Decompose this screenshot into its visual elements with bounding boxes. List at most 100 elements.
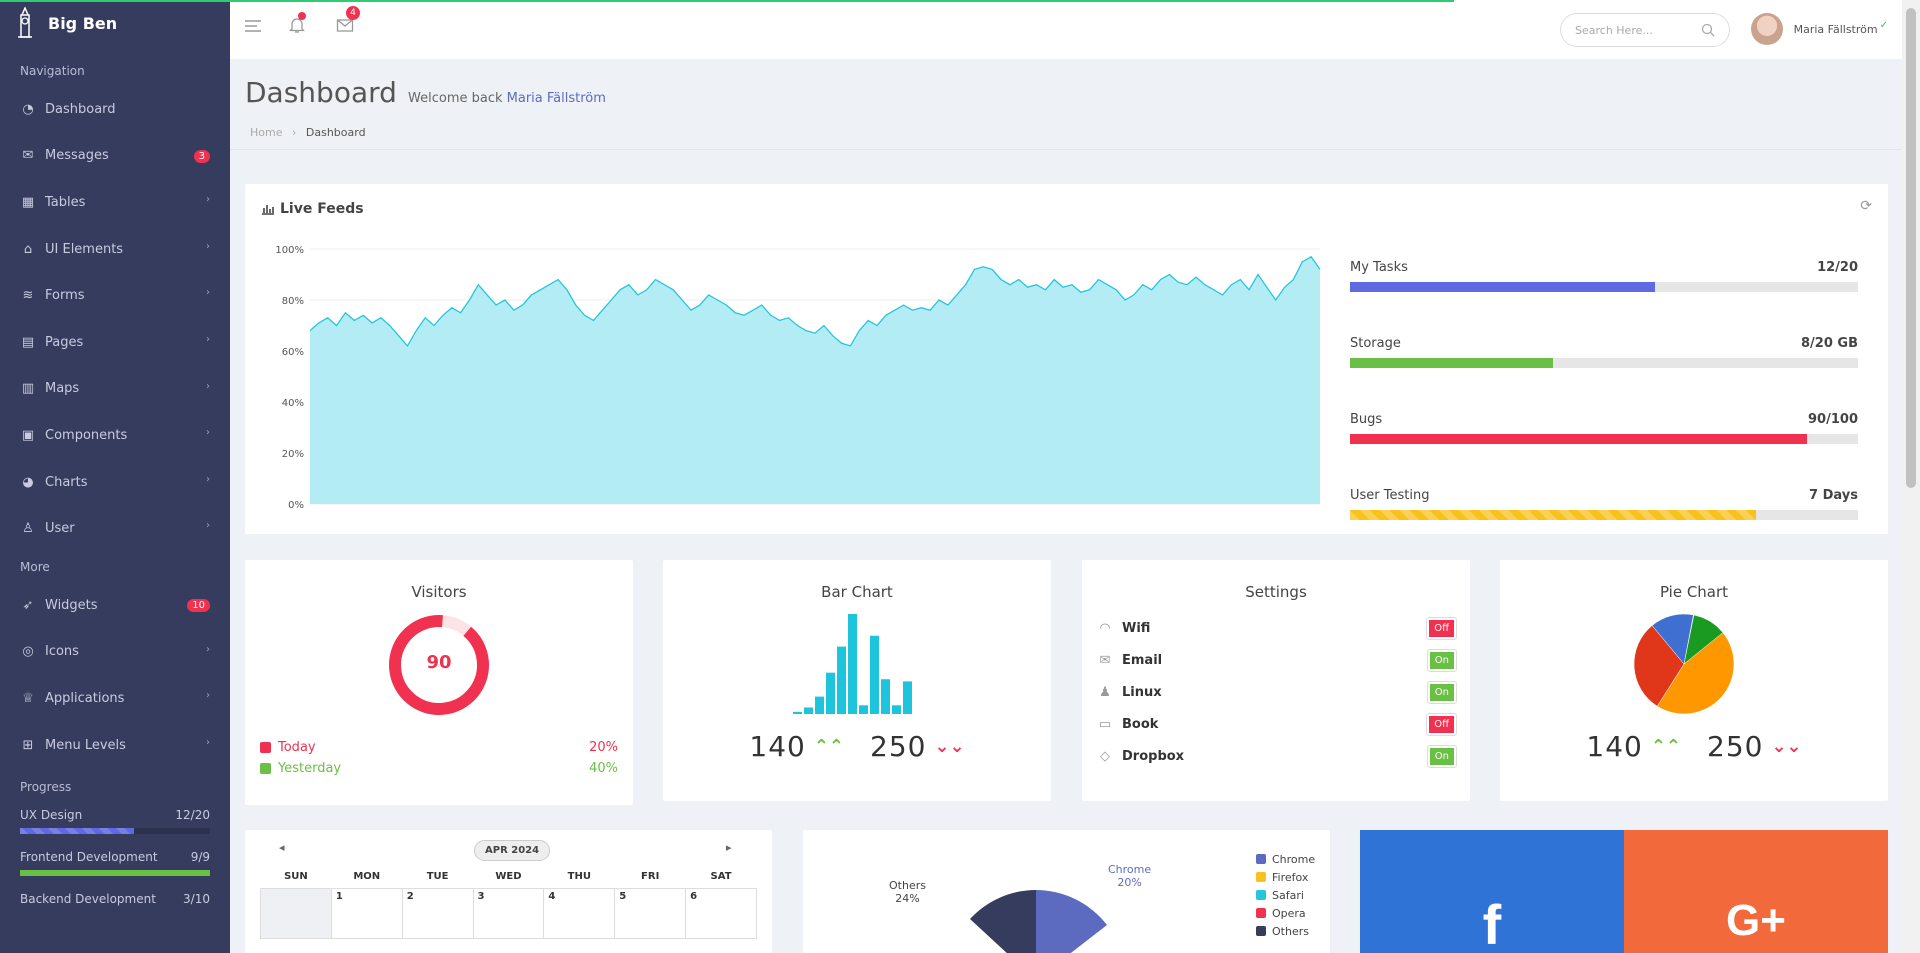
setting-label: ◇ Dropbox (1096, 749, 1184, 764)
user-menu[interactable]: Maria Fällström ✓ (1750, 13, 1888, 45)
donut-slice-chrome (1036, 890, 1107, 953)
breadcrumb-home[interactable]: Home (250, 126, 283, 139)
live-feeds-card: Live Feeds ⟳ 100% 80% 60% 40% 20% 0% My Tasks… (245, 184, 1888, 534)
google-plus-icon: G+ (1726, 896, 1786, 945)
setting-toggle[interactable]: On (1426, 648, 1458, 672)
donut-value-arc (389, 615, 489, 715)
legend-swatch (1256, 890, 1266, 900)
y-tick-label: 20% (282, 449, 304, 460)
sidebar: Big Ben Navigation ◔ Dashboard ✉ Messages 3 ▦… (0, 0, 230, 953)
calendar-day-header: SUN (284, 871, 308, 883)
sidebar-item-user[interactable]: ♙ User › (0, 505, 230, 552)
bar (804, 707, 813, 714)
pages-icon: ▤ (21, 334, 35, 350)
sidebar-item-pages[interactable]: ▤ Pages › (0, 319, 230, 366)
calendar-day-cell[interactable] (260, 887, 332, 939)
sidebar-item-dashboard[interactable]: ◔ Dashboard (0, 86, 230, 133)
layers-icon: ≋ (22, 288, 34, 304)
dropbox-icon: ◇ (1100, 748, 1110, 764)
feed-progress-bar (1350, 434, 1858, 444)
sidebar-item-widgets[interactable]: ➶ Widgets 10 (0, 582, 230, 629)
calendar-card: ◂ APR 2024 ▸ SUN MON TUE WED THU FRI SAT 1 2 3 4 5 6 (245, 830, 772, 953)
stat: 250 ⌄⌄ (1707, 730, 1802, 763)
sidebar-item-tables[interactable]: ▦ Tables › (0, 179, 230, 226)
trophy-icon: ♕ (22, 690, 34, 706)
visitors-value: 90 (426, 652, 452, 673)
sidebar-item-forms[interactable]: ≋ Forms › (0, 272, 230, 319)
chevron-right-icon: › (206, 736, 210, 748)
sidebar-item-maps[interactable]: ▥ Maps › (0, 366, 230, 413)
nav-header: Navigation (20, 64, 85, 78)
chevron-right-icon: › (206, 520, 210, 532)
calendar-prev-icon[interactable]: ◂ (279, 841, 285, 854)
user-icon: ♙ (22, 521, 34, 537)
search-input[interactable]: Search Here... (1575, 23, 1653, 37)
calendar-next-icon[interactable]: ▸ (726, 841, 732, 854)
chrome-label-value: 20% (1117, 876, 1142, 889)
bar (859, 705, 868, 714)
page-header: Dashboard Welcome back Maria Fällström (245, 76, 606, 109)
sidebar-progress-label: Backend Development (20, 892, 156, 907)
sidebar-badge: 10 (187, 598, 210, 612)
feed-progress-fill (1350, 282, 1655, 292)
bar (892, 705, 901, 714)
setting-label: ◠ Wifi (1096, 621, 1150, 636)
pie-slice (1683, 614, 1724, 665)
scrollbar[interactable] (1902, 0, 1920, 953)
visitors-legend-value: 20% (589, 740, 618, 755)
bar-chart-card: Bar Chart 140 ⌃⌃ 250 ⌄⌄ (663, 560, 1051, 801)
setting-toggle[interactable]: Off (1426, 712, 1457, 736)
visitors-legend-value: 40% (589, 761, 618, 776)
search-icon[interactable] (1701, 23, 1715, 37)
pie-chart-stats: 140 ⌃⌃ 250 ⌄⌄ (1500, 730, 1888, 763)
refresh-icon[interactable]: ⟳ (1860, 198, 1872, 214)
more-header: More (20, 559, 50, 574)
scrollbar-thumb[interactable] (1906, 8, 1916, 488)
divider (230, 149, 1902, 150)
sidebar-item-messages[interactable]: ✉ Messages 3 (0, 133, 230, 180)
mail-icon[interactable]: 4 (336, 6, 360, 38)
feed-progress-label: User Testing (1350, 488, 1430, 503)
menu-toggle-icon[interactable] (244, 18, 262, 37)
sidebar-item-menu-levels[interactable]: ⊞ Menu Levels › (0, 722, 230, 769)
sidebar-item-applications[interactable]: ♕ Applications › (0, 675, 230, 722)
sidebar-item-icons[interactable]: ◎ Icons › (0, 629, 230, 676)
setting-toggle[interactable]: Off (1426, 616, 1457, 640)
calendar-day-header: FRI (641, 871, 660, 883)
y-tick-label: 40% (282, 398, 304, 409)
others-label: Others 24% (889, 879, 926, 905)
calendar-day-header: WED (495, 871, 522, 883)
live-feeds-chart: 100% 80% 60% 40% 20% 0% (275, 245, 1321, 511)
sidebar-item-charts[interactable]: ◕ Charts › (0, 459, 230, 506)
calendar-day-cell[interactable]: 4 (543, 887, 616, 939)
avatar (1750, 13, 1783, 45)
calendar-day-cell[interactable]: 2 (401, 887, 474, 939)
calendar-day-cell[interactable]: 5 (614, 887, 687, 939)
facebook-tile[interactable]: f (1360, 830, 1624, 953)
sidebar-item-components[interactable]: ▣ Components › (0, 412, 230, 459)
stat-value: 250 (1707, 730, 1764, 763)
area-fill (310, 256, 1320, 504)
calendar-day-cell[interactable]: 1 (330, 887, 403, 939)
table-icon: ▦ (21, 194, 35, 210)
sidebar-item-ui-elements[interactable]: ⌂ UI Elements › (0, 226, 230, 273)
feed-progress-bar (1350, 510, 1858, 520)
setting-toggle[interactable]: On (1426, 680, 1458, 704)
others-label-name: Others (889, 879, 926, 892)
calendar-month[interactable]: APR 2024 (474, 840, 551, 861)
double-chevron-down-icon: ⌄⌄ (1771, 735, 1802, 757)
bell-icon[interactable] (288, 12, 306, 38)
brand[interactable]: Big Ben (0, 0, 230, 46)
search-box[interactable]: Search Here... (1560, 13, 1730, 47)
welcome-label: Welcome back (408, 91, 503, 106)
setting-toggle[interactable]: On (1426, 744, 1458, 768)
calendar-day-cell[interactable]: 6 (685, 887, 757, 939)
google-plus-tile[interactable]: G+ (1624, 830, 1888, 953)
feed-progress-row: Storage 8/20 GB (1350, 336, 1858, 351)
facebook-icon: f (1482, 893, 1502, 953)
calendar-day-cell[interactable]: 3 (472, 887, 545, 939)
welcome-name-link[interactable]: Maria Fällström (506, 91, 606, 106)
visitors-legend-label: Today (260, 740, 316, 755)
legend-text: Opera (1272, 906, 1306, 920)
sidebar-progress-value: 3/10 (183, 892, 210, 907)
